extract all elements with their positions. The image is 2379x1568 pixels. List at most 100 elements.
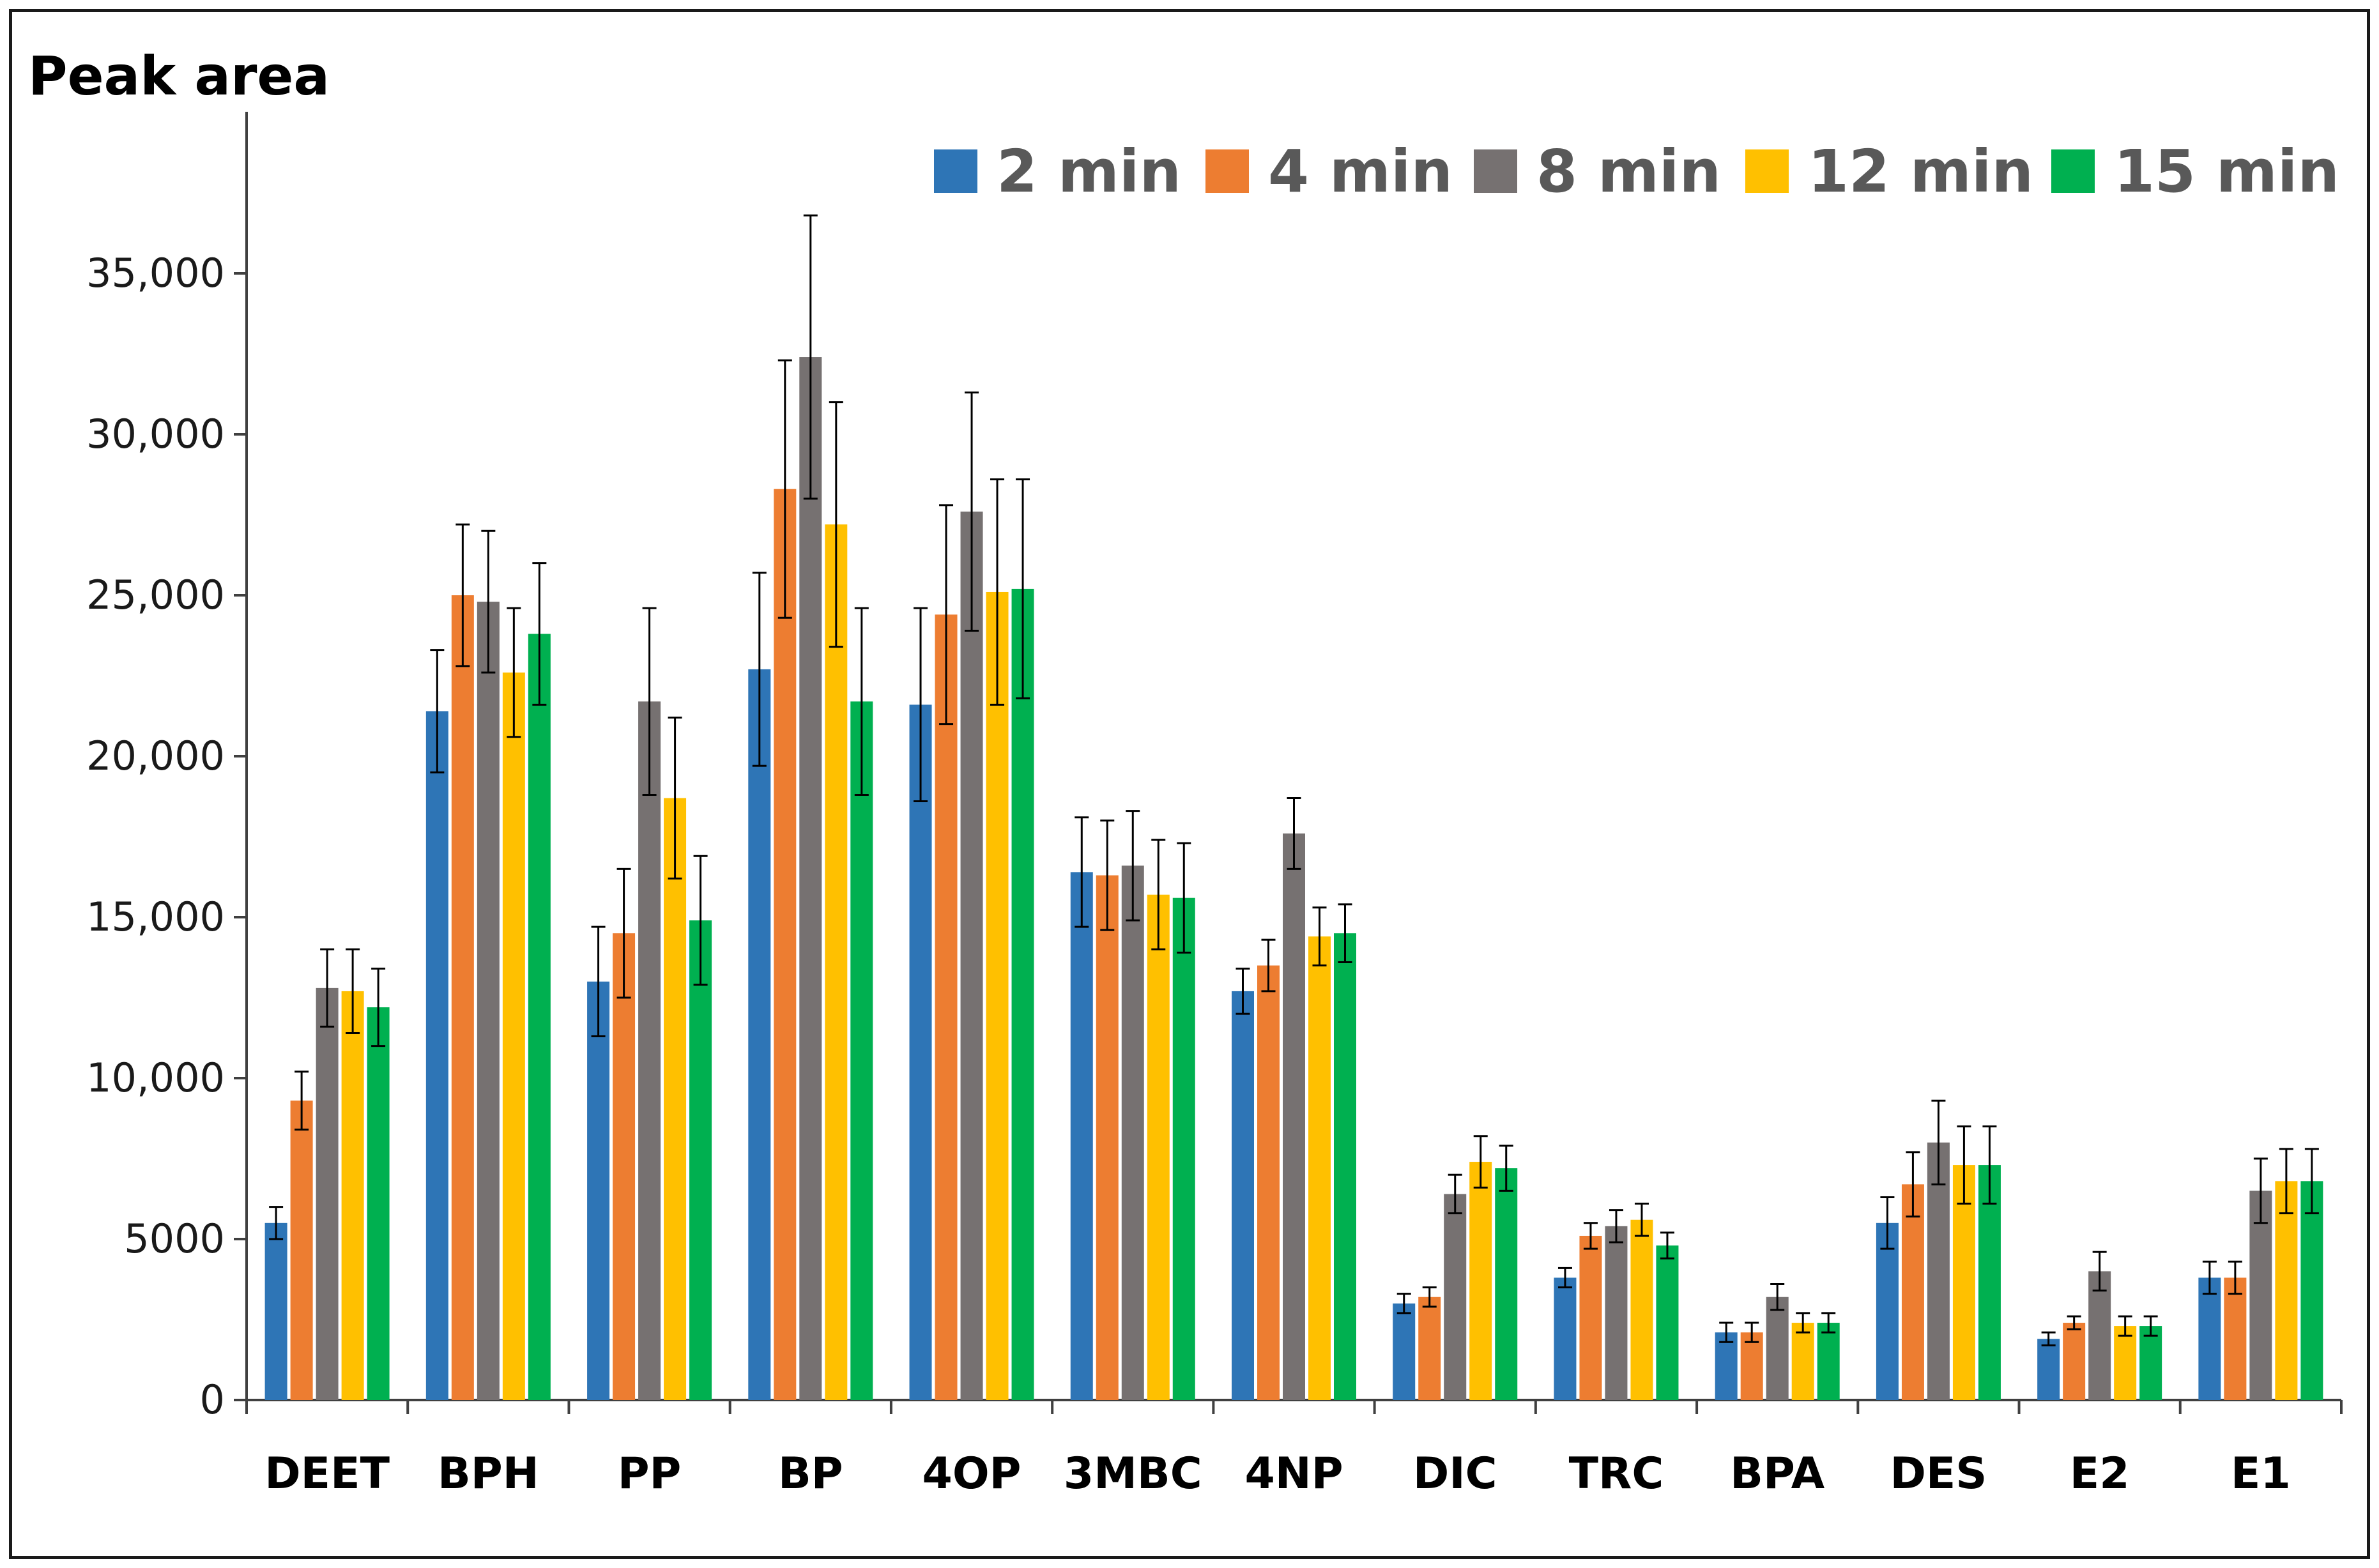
bar xyxy=(986,591,1009,1401)
x-category-label: DES xyxy=(1890,1449,1987,1499)
bar xyxy=(1715,1332,1738,1400)
bar xyxy=(799,357,822,1400)
bar xyxy=(2275,1181,2298,1400)
x-category-label: PP xyxy=(618,1449,682,1499)
bar xyxy=(1927,1142,1950,1400)
bar xyxy=(341,991,364,1400)
bar xyxy=(1740,1332,1763,1400)
bar xyxy=(1172,897,1195,1400)
bar xyxy=(2139,1326,2162,1400)
bar xyxy=(1656,1245,1679,1400)
bar xyxy=(1444,1194,1467,1400)
bar xyxy=(316,987,339,1400)
x-category-label: BP xyxy=(778,1449,843,1499)
bar xyxy=(638,701,661,1400)
bar xyxy=(825,524,848,1400)
x-category-label: DIC xyxy=(1413,1449,1497,1499)
bar xyxy=(664,798,687,1400)
x-category-label: 4NP xyxy=(1244,1449,1343,1499)
bar xyxy=(1070,872,1093,1400)
bar xyxy=(1393,1303,1416,1400)
bar xyxy=(1283,833,1305,1400)
bar xyxy=(1232,991,1254,1400)
bar xyxy=(1147,894,1170,1400)
bar xyxy=(1817,1323,1840,1400)
bar xyxy=(1554,1277,1577,1400)
x-category-label: E1 xyxy=(2231,1449,2291,1499)
bar xyxy=(451,595,474,1400)
bar xyxy=(2224,1277,2247,1400)
x-axis-ticks: DEET BPH PP BP 4OP 3MBC 4NP DIC TRC BPA DES E2 E1 xyxy=(245,1400,2343,1499)
bar xyxy=(1257,965,1280,1400)
bar xyxy=(909,704,932,1400)
x-category-label: E2 xyxy=(2070,1449,2130,1499)
legend-swatch xyxy=(1745,149,1789,193)
legend-label: 15 min xyxy=(2114,137,2339,206)
bar xyxy=(264,1222,287,1400)
bar xyxy=(2249,1191,2272,1400)
legend-swatch xyxy=(1205,149,1249,193)
bar xyxy=(1334,933,1356,1400)
y-tick-label: 25,000 xyxy=(86,572,225,618)
bar xyxy=(1901,1184,1924,1400)
y-tick-label: 10,000 xyxy=(86,1054,225,1101)
bar xyxy=(1011,588,1034,1401)
bar xyxy=(367,1007,390,1400)
legend-label: 12 min xyxy=(1808,137,2033,206)
y-tick-label: 35,000 xyxy=(86,250,225,296)
bar xyxy=(1495,1168,1518,1400)
legend-swatch xyxy=(934,149,977,193)
y-tick-label: 20,000 xyxy=(86,733,225,779)
bar xyxy=(689,920,712,1400)
bar xyxy=(1121,865,1144,1400)
y-axis-ticks: 0 5000 10,000 15,000 20,000 25,000 30,000 35,00… xyxy=(86,250,247,1423)
bar-series-group xyxy=(264,214,2323,1401)
bar xyxy=(425,711,448,1400)
bar xyxy=(2063,1323,2086,1400)
bar xyxy=(2114,1326,2137,1400)
x-category-label: BPH xyxy=(438,1449,539,1499)
bar xyxy=(1791,1323,1814,1400)
x-category-label: TRC xyxy=(1569,1449,1664,1499)
bar xyxy=(2037,1339,2060,1400)
bar xyxy=(528,634,551,1400)
x-category-label: 4OP xyxy=(922,1449,1021,1499)
bar xyxy=(774,489,797,1401)
bar xyxy=(1308,936,1331,1400)
chart-frame xyxy=(9,9,2370,1559)
series-4-min xyxy=(290,359,2247,1401)
bar xyxy=(1876,1222,1899,1400)
bar xyxy=(1605,1226,1628,1400)
legend: 2 min 4 min 8 min 12 min 15 min xyxy=(934,137,2339,206)
series-15-min xyxy=(367,478,2323,1401)
bar xyxy=(1630,1219,1653,1400)
y-tick-label: 0 xyxy=(200,1376,225,1423)
bar xyxy=(1579,1235,1602,1400)
legend-swatch xyxy=(1474,149,1517,193)
y-tick-label: 30,000 xyxy=(86,411,225,457)
bar xyxy=(850,701,873,1400)
bar xyxy=(502,672,525,1400)
bar xyxy=(2088,1271,2111,1400)
bar xyxy=(290,1100,313,1400)
legend-label: 8 min xyxy=(1536,137,1721,206)
series-12-min xyxy=(341,401,2298,1401)
bar xyxy=(935,614,958,1400)
series-2-min xyxy=(264,572,2221,1400)
bar xyxy=(477,602,500,1400)
x-category-label: 3MBC xyxy=(1064,1449,1202,1499)
bar xyxy=(1766,1297,1789,1400)
bar xyxy=(1418,1297,1441,1400)
x-category-label: BPA xyxy=(1730,1449,1824,1499)
bar xyxy=(587,981,610,1400)
y-tick-label: 5000 xyxy=(124,1215,225,1262)
bar xyxy=(613,933,636,1400)
bar xyxy=(748,669,771,1400)
bar xyxy=(960,511,983,1401)
legend-label: 2 min xyxy=(997,137,1181,206)
bar xyxy=(2300,1181,2323,1400)
bar xyxy=(2198,1277,2221,1400)
legend-swatch xyxy=(2051,149,2095,193)
bar xyxy=(1096,875,1119,1400)
